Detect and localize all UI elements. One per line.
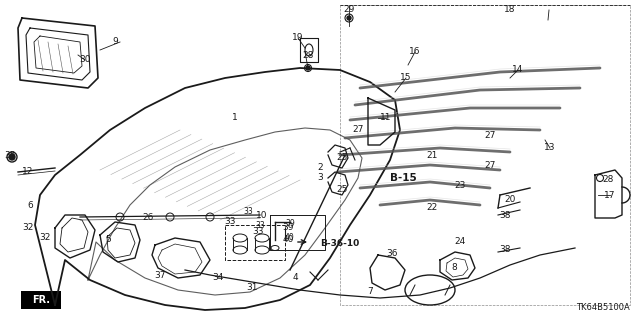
Text: B-36-10: B-36-10: [320, 239, 359, 248]
Circle shape: [306, 66, 310, 70]
Text: 28: 28: [602, 175, 614, 184]
Text: 2: 2: [317, 162, 323, 172]
Text: 10: 10: [256, 211, 268, 219]
Text: 22: 22: [426, 204, 438, 212]
Text: 14: 14: [512, 65, 524, 75]
Text: 37: 37: [154, 271, 166, 279]
Text: 23: 23: [454, 181, 466, 189]
Text: 5: 5: [105, 235, 111, 244]
Text: 28: 28: [302, 50, 314, 60]
Text: 33: 33: [252, 227, 264, 236]
Circle shape: [347, 16, 351, 20]
Text: 36: 36: [387, 249, 397, 257]
Text: 40: 40: [285, 233, 295, 242]
Text: FR.: FR.: [32, 295, 50, 305]
Text: 21: 21: [426, 151, 438, 160]
Text: 16: 16: [409, 48, 420, 56]
Text: 4: 4: [292, 273, 298, 283]
Text: 27: 27: [484, 130, 496, 139]
Text: 27: 27: [484, 160, 496, 169]
Text: 8: 8: [451, 263, 457, 272]
Text: 40: 40: [282, 235, 294, 244]
Circle shape: [9, 154, 15, 160]
Text: 33: 33: [255, 221, 265, 230]
Text: 26: 26: [142, 213, 154, 222]
Text: 15: 15: [400, 73, 412, 83]
Text: 33: 33: [243, 207, 253, 216]
Text: 25: 25: [336, 152, 348, 161]
Text: 31: 31: [246, 284, 258, 293]
Bar: [225, 225, 285, 260]
Text: 1: 1: [232, 114, 238, 122]
Text: 39: 39: [282, 224, 294, 233]
Text: 38: 38: [499, 246, 511, 255]
Text: 27: 27: [352, 125, 364, 135]
Text: 18: 18: [504, 5, 516, 14]
Text: TK64B5100A: TK64B5100A: [576, 303, 630, 312]
Text: 19: 19: [292, 33, 304, 42]
Text: 24: 24: [454, 238, 466, 247]
FancyBboxPatch shape: [21, 291, 61, 309]
Text: 6: 6: [27, 201, 33, 210]
Text: 30: 30: [79, 56, 91, 64]
Text: 20: 20: [504, 196, 516, 204]
Text: 12: 12: [22, 167, 34, 176]
Text: 25: 25: [336, 186, 348, 195]
Text: 35: 35: [4, 151, 16, 160]
Text: 32: 32: [22, 224, 34, 233]
Text: 9: 9: [112, 38, 118, 47]
Text: 32: 32: [39, 234, 51, 242]
Text: 13: 13: [544, 144, 556, 152]
Text: 11: 11: [380, 114, 392, 122]
Text: 33: 33: [224, 218, 236, 226]
Text: 34: 34: [212, 273, 224, 283]
Text: 39: 39: [285, 219, 295, 228]
Text: B-15: B-15: [390, 173, 417, 183]
Text: 17: 17: [604, 190, 616, 199]
Text: 3: 3: [317, 173, 323, 182]
Text: 7: 7: [367, 287, 373, 296]
Text: 38: 38: [499, 211, 511, 219]
Text: 29: 29: [343, 5, 355, 14]
